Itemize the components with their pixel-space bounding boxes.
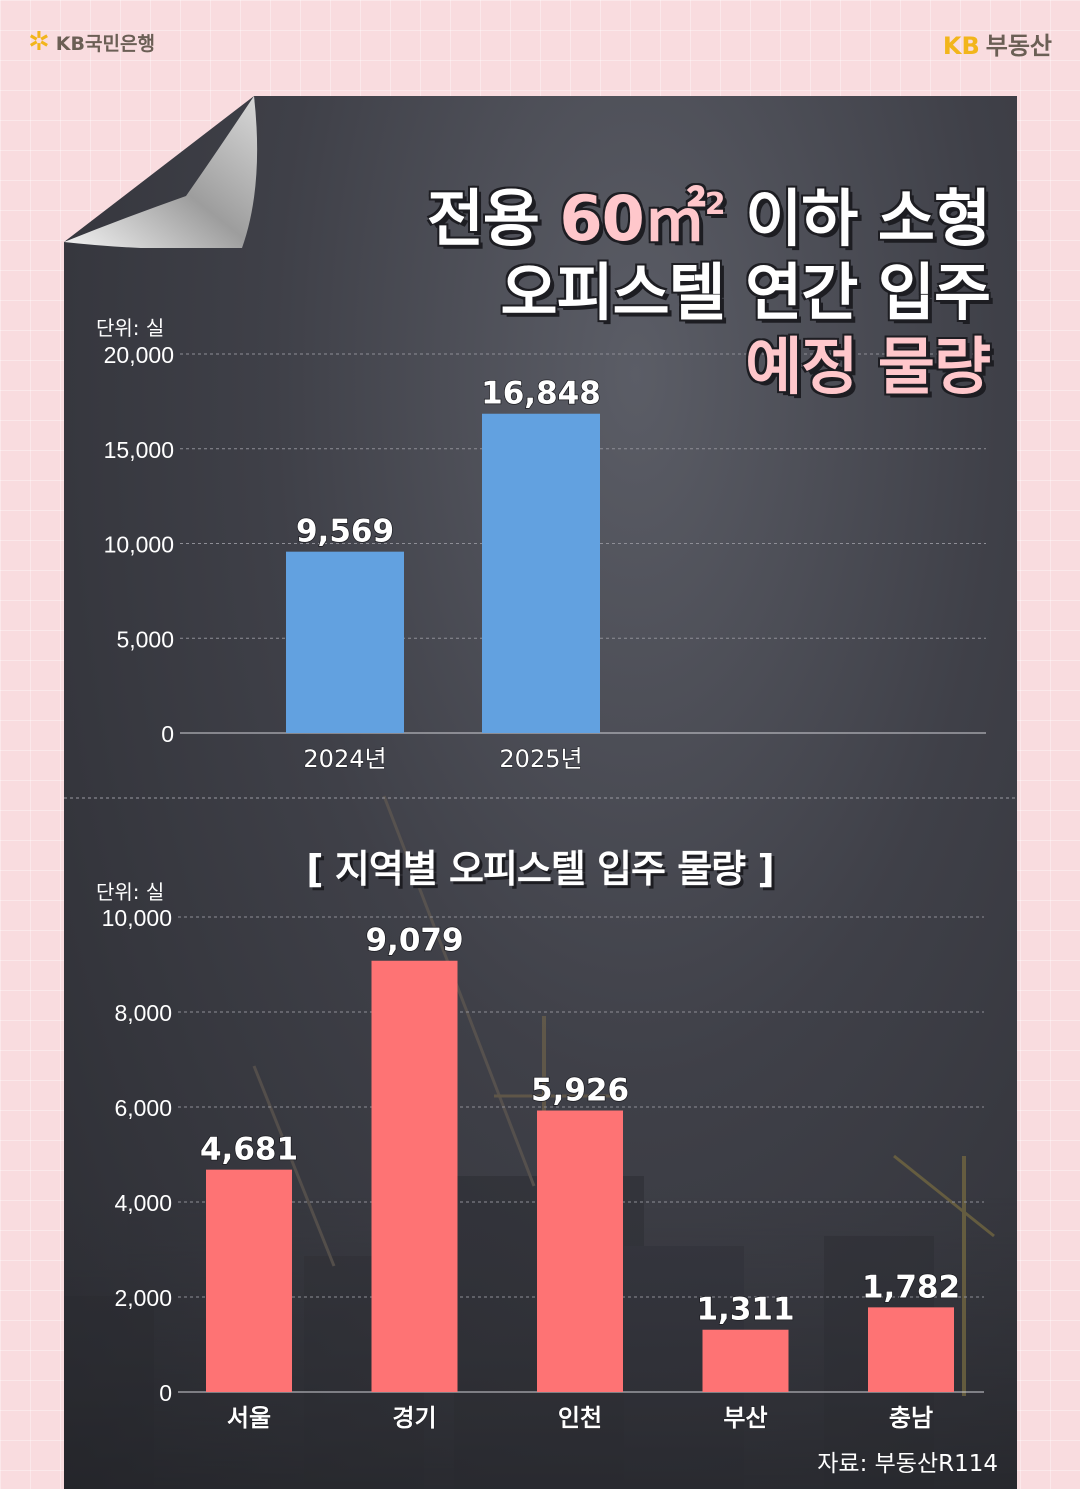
bar-value-label: 9,569 [296, 514, 394, 550]
y-tick-label: 0 [161, 721, 174, 747]
bar [868, 1307, 954, 1392]
y-tick-label: 4,000 [114, 1190, 172, 1216]
y-tick-label: 15,000 [104, 437, 174, 463]
x-category-label: 충남 [889, 1404, 933, 1432]
chart2-unit-label: 단위: 실 [96, 880, 165, 904]
title-line1-size: 60㎡2 [559, 182, 726, 255]
main-title: 전용 60㎡2 이하 소형 오피스텔 연간 입주 예정 물량 [426, 168, 992, 404]
kb-real-estate-logo: KB 부동산 [943, 26, 1052, 61]
y-tick-label: 10,000 [102, 905, 172, 931]
bar-value-label: 9,079 [365, 923, 463, 959]
bar-value-label: 5,926 [531, 1073, 629, 1109]
real-estate-name: 부동산 [985, 32, 1052, 60]
x-category-label: 서울 [227, 1404, 271, 1432]
title-line2: 오피스텔 연간 입주 [500, 256, 992, 329]
y-tick-label: 2,000 [114, 1285, 172, 1311]
x-category-label: 부산 [723, 1404, 767, 1432]
bar [702, 1329, 789, 1392]
bar [371, 960, 458, 1392]
bar-value-label: 16,848 [481, 376, 601, 412]
y-tick-label: 5,000 [116, 626, 174, 652]
kb-bank-logo: ✲ KB국민은행 [28, 28, 155, 56]
bar-value-label: 1,782 [862, 1269, 960, 1305]
y-tick-label: 6,000 [114, 1095, 172, 1121]
bar [537, 1110, 623, 1392]
title-line1-a: 전용 [426, 182, 560, 255]
occupancy-by-year-chart: 0 5,000 10,000 15,000 20,000 9,569 2024년 16,848… [104, 342, 986, 774]
title-line1-b: 60㎡ [559, 182, 706, 255]
x-category-label: 2024년 [303, 745, 386, 773]
bar [206, 1169, 292, 1392]
y-tick-label: 10,000 [104, 532, 174, 558]
chart1-unit-label: 단위: 실 [96, 316, 165, 340]
region-chart-title: [ 지역별 오피스텔 입주 물량 ] [306, 847, 774, 891]
bar-value-label: 1,311 [696, 1292, 794, 1328]
occupancy-by-region-chart: 0 2,000 4,000 6,000 8,000 10,000 4,681 서울 9,079 경… [102, 905, 984, 1433]
bar [482, 413, 600, 733]
kb-star-icon: ✲ [28, 27, 50, 57]
y-tick-label: 8,000 [114, 1000, 172, 1026]
title-line1-c: 이하 소형 [724, 182, 991, 255]
source-note: 자료: 부동산R114 [817, 1451, 998, 1477]
kb-bank-name: KB국민은행 [55, 32, 155, 55]
bar [286, 551, 404, 733]
x-category-label: 2025년 [499, 745, 582, 773]
kb-mark: KB [942, 32, 980, 60]
y-tick-label: 0 [159, 1380, 172, 1406]
x-category-label: 경기 [392, 1404, 436, 1432]
y-tick-label: 20,000 [104, 342, 174, 368]
title-line1-sup: 2 [704, 187, 726, 222]
charts-svg: 0 5,000 10,000 15,000 20,000 9,569 2024년 16,848… [64, 342, 1017, 1489]
chart-sheet: 0 5,000 10,000 15,000 20,000 9,569 2024년 16,848… [64, 96, 1017, 1489]
page-curl [64, 96, 258, 248]
title-line3: 예정 물량 [745, 330, 991, 403]
bar-value-label: 4,681 [200, 1132, 298, 1168]
x-category-label: 인천 [558, 1404, 602, 1432]
